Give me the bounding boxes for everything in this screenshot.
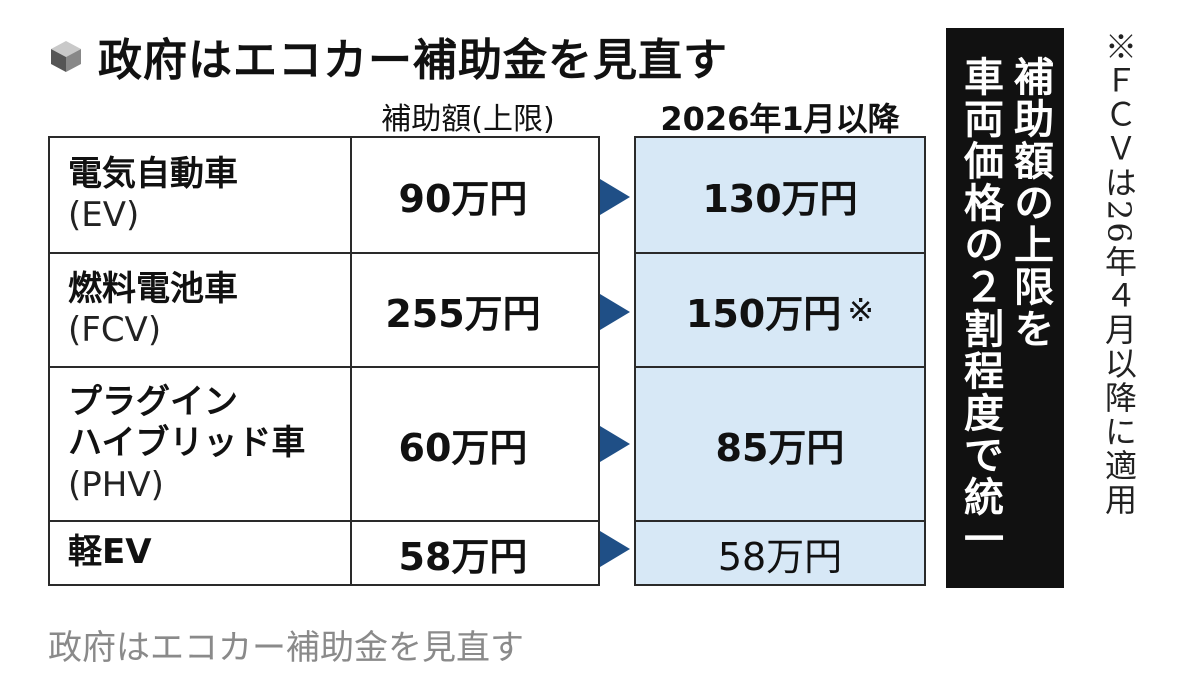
row-divider (636, 520, 924, 522)
title-text: 政府はエコカー補助金を見直す (98, 35, 728, 86)
summary-line-1: 補助額の上限を (1007, 56, 1053, 350)
vehicle-name: プラグイン (68, 381, 238, 422)
current-amount: 90万円 (398, 176, 528, 221)
vehicle-name: 軽EV (68, 532, 152, 573)
vehicle-name-line2: ハイブリッド車 (68, 423, 306, 464)
vehicle-abbr: (PHV) (68, 464, 164, 505)
vehicle-name: 電気自動車 (68, 153, 238, 194)
row-divider (50, 520, 598, 522)
arrow-right-icon (600, 531, 630, 567)
current-amount: 255万円 (385, 291, 541, 336)
arrow-right-icon (600, 179, 630, 215)
table-row: 軽EV 58万円 (50, 522, 598, 584)
row-divider (50, 252, 598, 254)
new-amount-cell: 150万円 ※ (636, 254, 924, 366)
current-amount: 58万円 (398, 534, 528, 579)
graphic-title: 政府はエコカー補助金を見直す (48, 26, 728, 86)
footnote: ※ＦＣＶは26年４月以降に適用 (1100, 30, 1138, 517)
summary-line-2: 車両価格の２割程度で統一 (957, 56, 1003, 560)
new-amount-cell: 130万円 (636, 138, 924, 252)
new-amount-cell: 85万円 (636, 368, 924, 520)
new-amount: 130万円 (702, 176, 858, 221)
table-row: プラグイン ハイブリッド車 (PHV) 60万円 (50, 368, 598, 520)
row-divider (50, 366, 598, 368)
row-divider (636, 252, 924, 254)
header-current: 補助額(上限) (381, 102, 555, 137)
current-subsidy-table: 電気自動車 (EV) 90万円 燃料電池車 (FCV) 255万円 プラグイン … (48, 136, 600, 586)
image-caption: 政府はエコカー補助金を見直す (48, 628, 524, 668)
header-new: 2026年1月以降 (660, 100, 900, 138)
new-amount-cell: 58万円 (636, 522, 924, 584)
arrow-right-icon (600, 426, 630, 462)
row-divider (636, 366, 924, 368)
cube-icon (51, 41, 81, 72)
vehicle-type-cell: 燃料電池車 (FCV) (50, 254, 352, 366)
vehicle-type-cell: 電気自動車 (EV) (50, 138, 352, 252)
arrow-right-icon (600, 294, 630, 330)
vehicle-name: 燃料電池車 (68, 268, 238, 309)
vehicle-type-cell: プラグイン ハイブリッド車 (PHV) (50, 368, 352, 520)
summary-panel: 補助額の上限を 車両価格の２割程度で統一 (946, 28, 1064, 588)
vehicle-abbr: (EV) (68, 195, 140, 235)
new-amount: 85万円 (715, 425, 845, 470)
vehicle-type-cell: 軽EV (50, 522, 352, 584)
current-amount: 60万円 (398, 425, 528, 470)
note-mark: ※ (847, 291, 875, 329)
new-amount: 150万円 (685, 291, 842, 336)
new-amount: 58万円 (717, 534, 843, 579)
table-row: 電気自動車 (EV) 90万円 (50, 138, 598, 252)
table-row: 燃料電池車 (FCV) 255万円 (50, 254, 598, 366)
vehicle-abbr: (FCV) (68, 310, 162, 350)
new-subsidy-column: 130万円 150万円 ※ 85万円 58万円 (634, 136, 926, 586)
